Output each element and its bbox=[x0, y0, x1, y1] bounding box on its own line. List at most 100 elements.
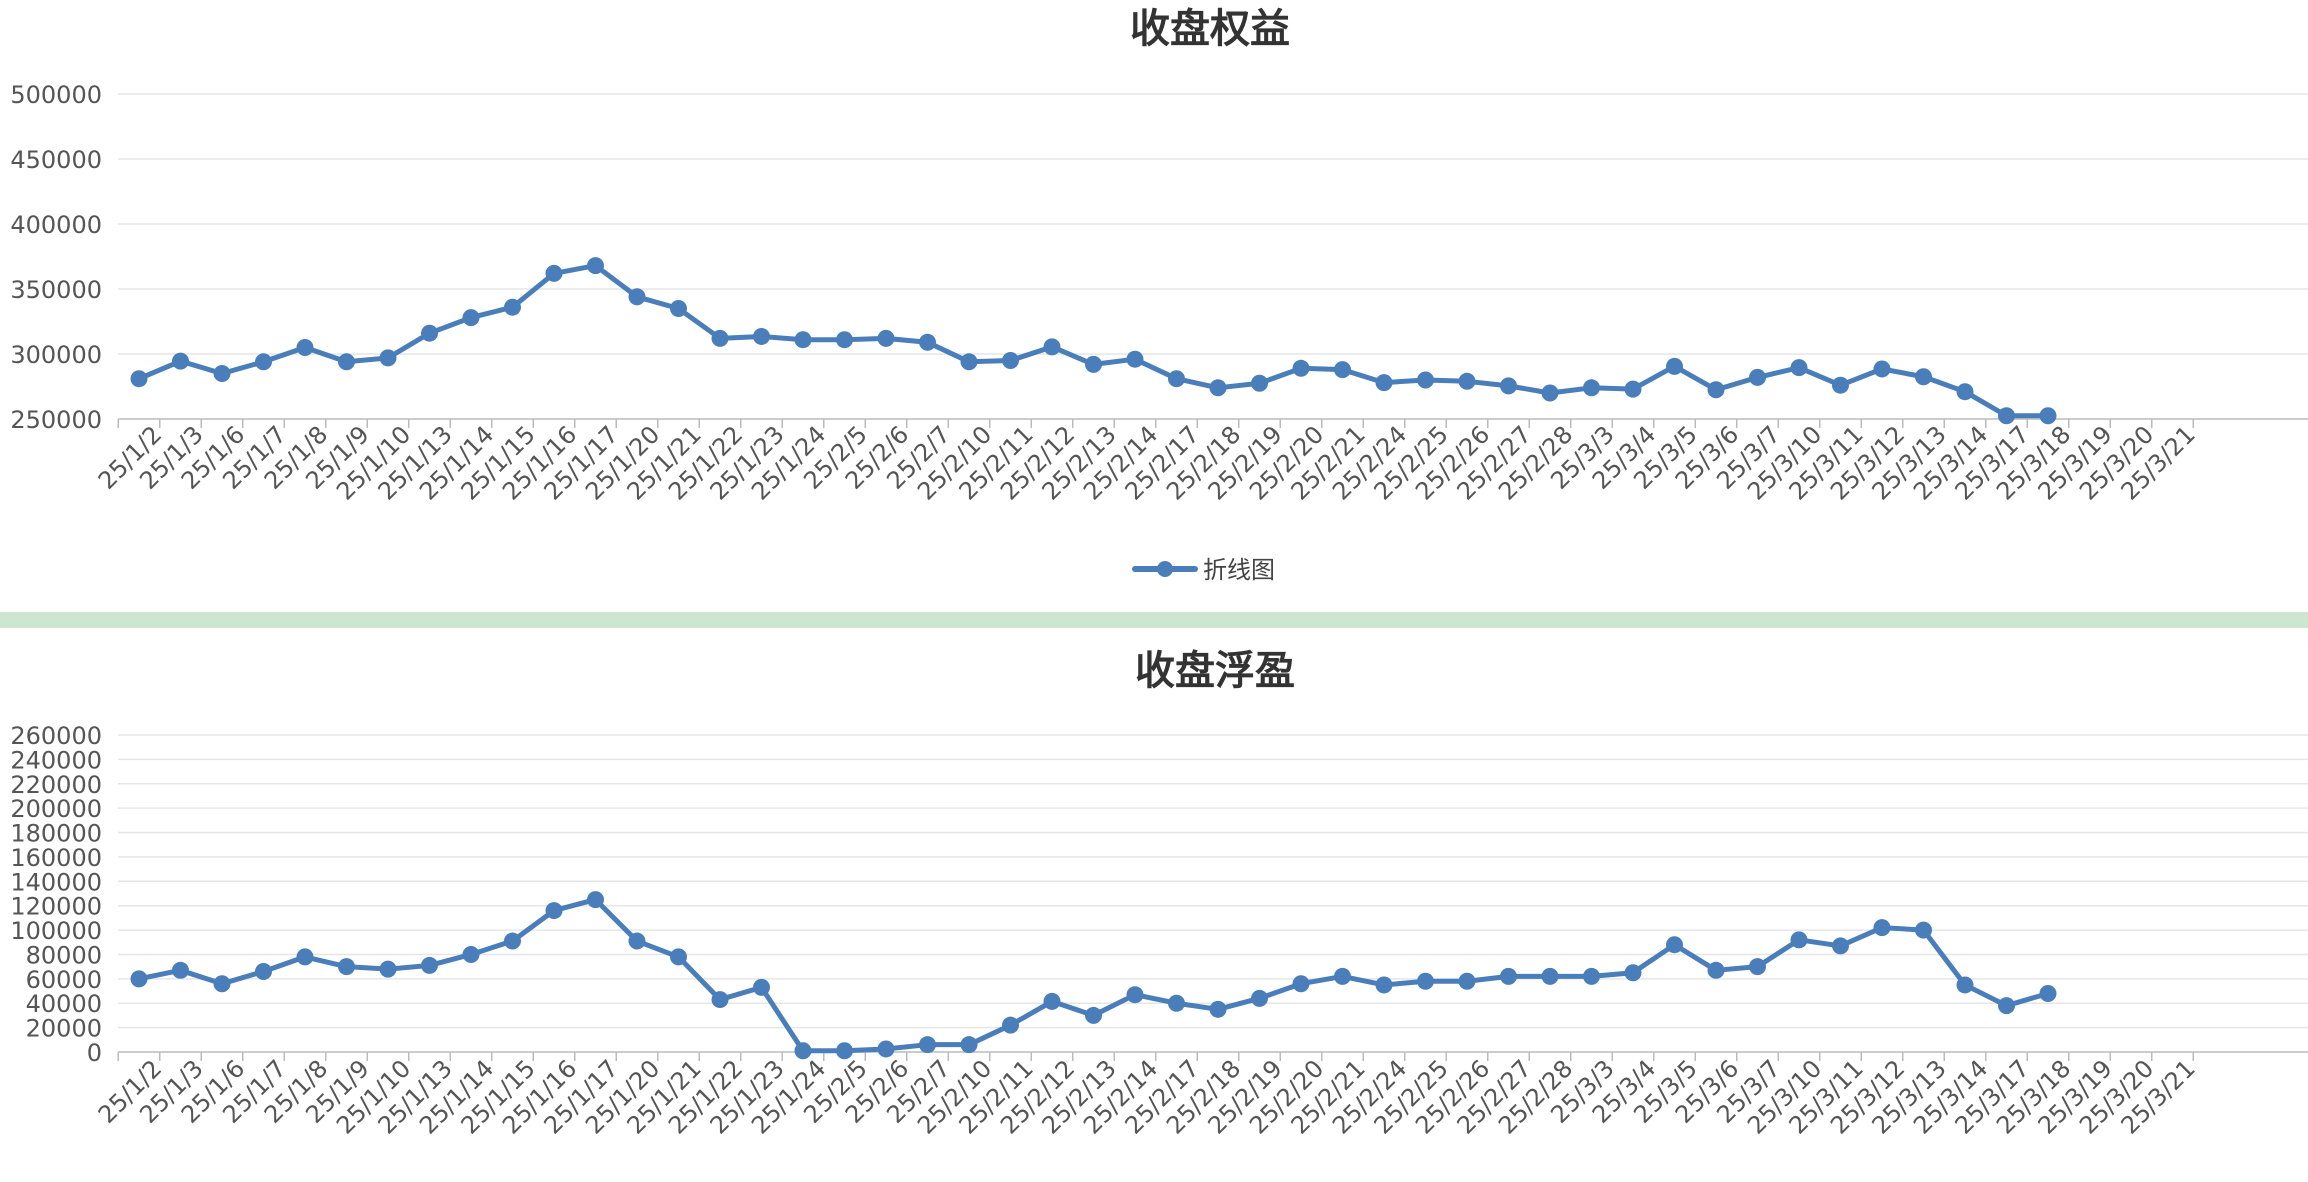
data-point bbox=[338, 958, 355, 976]
data-point bbox=[877, 329, 895, 347]
data-point bbox=[587, 891, 604, 909]
data-point bbox=[1209, 1000, 1227, 1018]
data-point bbox=[1334, 967, 1351, 985]
data-point bbox=[711, 329, 729, 347]
data-point bbox=[2039, 984, 2057, 1002]
data-point bbox=[1956, 976, 1974, 994]
series-points bbox=[130, 891, 2057, 1060]
y-tick-label: 450000 bbox=[10, 146, 102, 174]
data-point bbox=[296, 948, 314, 966]
data-point bbox=[421, 324, 438, 342]
data-point bbox=[670, 300, 687, 317]
x-axis bbox=[117, 1052, 2194, 1061]
data-point bbox=[1541, 967, 1559, 985]
data-point bbox=[1666, 936, 1683, 954]
data-point bbox=[1168, 994, 1185, 1012]
y-tick-label: 220000 bbox=[10, 771, 102, 799]
legend: 折线图 bbox=[1132, 556, 1275, 584]
data-point bbox=[753, 327, 770, 345]
data-point bbox=[504, 298, 521, 316]
legend-label: 折线图 bbox=[1203, 556, 1275, 584]
data-point bbox=[753, 978, 770, 996]
data-point bbox=[836, 331, 853, 349]
data-point bbox=[1707, 961, 1725, 979]
data-point bbox=[255, 353, 272, 371]
y-tick-label: 300000 bbox=[10, 341, 102, 369]
series-points bbox=[130, 257, 2057, 425]
data-point bbox=[1292, 359, 1310, 377]
data-point bbox=[1666, 357, 1683, 375]
series-line bbox=[136, 263, 2051, 419]
y-tick-label: 240000 bbox=[10, 746, 102, 774]
data-point bbox=[1002, 352, 1019, 369]
data-point bbox=[1375, 374, 1393, 392]
y-tick-label: 20000 bbox=[26, 1015, 102, 1043]
y-tick-label: 400000 bbox=[10, 211, 102, 239]
y-tick-label: 200000 bbox=[10, 795, 102, 823]
data-point bbox=[2039, 407, 2057, 425]
data-point bbox=[1417, 371, 1434, 389]
data-point bbox=[1915, 368, 1932, 386]
y-tick-label: 60000 bbox=[26, 966, 102, 994]
data-point bbox=[794, 331, 812, 349]
data-point bbox=[1002, 1016, 1019, 1034]
data-point bbox=[338, 353, 355, 371]
data-point bbox=[960, 353, 978, 371]
data-point bbox=[1915, 921, 1932, 939]
data-point bbox=[1956, 383, 1974, 401]
x-axis bbox=[117, 419, 2194, 428]
equity-chart-panel: 收盘权益 250000 300000 350000 400000 450000 50000… bbox=[10, 6, 2308, 584]
x-tick-labels: 25/1/225/1/325/1/625/1/725/1/825/1/925/1… bbox=[93, 1054, 2201, 1139]
data-point bbox=[628, 932, 646, 950]
y-tick-label: 40000 bbox=[26, 990, 102, 1018]
data-point bbox=[1500, 377, 1517, 395]
data-point bbox=[1749, 958, 1766, 976]
y-tick-label: 500000 bbox=[10, 81, 102, 109]
chart-title: 收盘浮盈 bbox=[1135, 648, 1295, 694]
data-point bbox=[130, 370, 148, 388]
data-point bbox=[1417, 972, 1434, 990]
panel-divider[interactable] bbox=[0, 612, 2308, 628]
y-tick-label: 180000 bbox=[10, 820, 102, 848]
data-point bbox=[130, 970, 148, 988]
data-point bbox=[462, 945, 480, 963]
data-point bbox=[1790, 931, 1808, 949]
y-tick-label: 100000 bbox=[10, 917, 102, 945]
data-point bbox=[1873, 919, 1891, 937]
data-point bbox=[1583, 967, 1600, 985]
data-point bbox=[1043, 338, 1061, 356]
y-tick-label: 120000 bbox=[10, 893, 102, 921]
legend-marker-icon bbox=[1157, 561, 1173, 577]
y-tick-label: 140000 bbox=[10, 868, 102, 896]
y-tick-label: 0 bbox=[87, 1039, 102, 1067]
equity-line-chart: 收盘权益 250000 300000 350000 400000 450000 50000… bbox=[10, 6, 2308, 584]
data-point bbox=[1541, 384, 1559, 402]
data-point bbox=[1500, 967, 1517, 985]
data-point bbox=[1085, 1006, 1102, 1024]
y-tick-label: 260000 bbox=[10, 722, 102, 750]
data-point bbox=[1873, 360, 1891, 378]
data-point bbox=[1832, 937, 1849, 955]
data-point bbox=[213, 975, 231, 993]
data-point bbox=[1624, 964, 1642, 982]
data-point bbox=[794, 1042, 812, 1060]
data-point bbox=[1707, 381, 1725, 399]
data-point bbox=[1832, 376, 1849, 394]
data-point bbox=[545, 264, 563, 282]
y-tick-label: 350000 bbox=[10, 276, 102, 304]
data-point bbox=[1583, 379, 1600, 397]
data-point bbox=[421, 956, 438, 974]
y-tick-label: 80000 bbox=[26, 941, 102, 969]
data-point bbox=[255, 963, 272, 981]
data-point bbox=[504, 932, 521, 950]
data-point bbox=[1624, 380, 1642, 398]
data-point bbox=[545, 902, 563, 920]
data-point bbox=[1126, 350, 1144, 368]
data-point bbox=[877, 1040, 895, 1058]
data-point bbox=[379, 960, 397, 978]
data-point bbox=[1292, 975, 1310, 993]
data-point bbox=[1790, 359, 1808, 377]
data-point bbox=[919, 1036, 936, 1054]
data-point bbox=[1168, 370, 1185, 388]
